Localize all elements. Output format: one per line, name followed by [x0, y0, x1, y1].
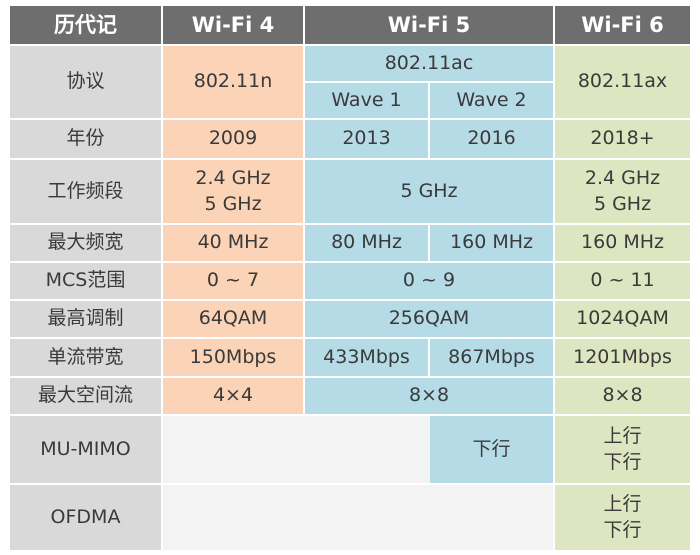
direction-value: 下行 [603, 450, 642, 473]
band-value: 5 GHz [204, 192, 262, 215]
cell-wifi4-year: 2009 [163, 120, 303, 158]
row-label-mcs: MCS范围 [10, 263, 161, 299]
row-label-mumimo: MU-MIMO [10, 416, 161, 483]
cell-empty [163, 416, 430, 483]
direction-value: 下行 [603, 518, 642, 541]
cell-wifi4-modulation: 64QAM [163, 301, 303, 337]
row-label-band: 工作频段 [10, 160, 161, 223]
row-label-year: 年份 [10, 120, 161, 158]
cell-wifi6-spatial: 8×8 [555, 378, 690, 414]
direction-value: 上行 [603, 492, 642, 515]
header-wifi4: Wi-Fi 4 [163, 6, 303, 44]
cell-wifi6-modulation: 1024QAM [555, 301, 690, 337]
cell-wave1: Wave 1 [305, 83, 428, 118]
header-wifi6: Wi-Fi 6 [555, 6, 690, 44]
cell-wifi5-mcs: 0 ~ 9 [305, 263, 553, 299]
cell-wifi4-stream-rate: 150Mbps [163, 339, 303, 376]
row-label-stream-rate: 单流带宽 [10, 339, 161, 376]
cell-wifi4-bandwidth: 40 MHz [163, 225, 303, 261]
band-value: 5 GHz [593, 192, 652, 215]
cell-wifi6-mumimo: 上行 下行 [555, 416, 690, 483]
cell-wave2: Wave 2 [430, 83, 553, 118]
cell-wifi6-band: 2.4 GHz 5 GHz [555, 160, 690, 223]
row-label-protocol: 协议 [10, 46, 161, 118]
cell-wifi4-band: 2.4 GHz 5 GHz [163, 160, 303, 223]
cell-wifi6-bandwidth: 160 MHz [555, 225, 690, 261]
header-title: 历代记 [10, 6, 161, 44]
cell-wifi5-band: 5 GHz [305, 160, 553, 223]
cell-wifi4-mcs: 0 ~ 7 [163, 263, 303, 299]
band-value: 2.4 GHz [584, 166, 661, 189]
band-value: 2.4 GHz [195, 166, 271, 189]
cell-wifi5-modulation: 256QAM [305, 301, 553, 337]
row-label-spatial: 最大空间流 [10, 378, 161, 414]
cell-wifi4-protocol: 802.11n [163, 46, 303, 118]
cell-wave2-bandwidth: 160 MHz [430, 225, 553, 261]
cell-wifi6-ofdma: 上行 下行 [555, 485, 690, 550]
cell-wave2-mumimo: 下行 [430, 416, 553, 483]
cell-wifi6-stream-rate: 1201Mbps [555, 339, 690, 376]
cell-wifi4-spatial: 4×4 [163, 378, 303, 414]
cell-empty [163, 485, 553, 550]
cell-wifi5-spatial: 8×8 [305, 378, 553, 414]
cell-wave1-stream-rate: 433Mbps [305, 339, 428, 376]
row-label-bandwidth: 最大频宽 [10, 225, 161, 261]
cell-wifi5-protocol: 802.11ac [305, 46, 553, 81]
row-label-ofdma: OFDMA [10, 485, 161, 550]
cell-wifi6-protocol: 802.11ax [555, 46, 690, 118]
cell-wave1-bandwidth: 80 MHz [305, 225, 428, 261]
direction-value: 上行 [603, 424, 642, 447]
cell-wifi6-year: 2018+ [555, 120, 690, 158]
cell-wave1-year: 2013 [305, 120, 428, 158]
cell-wave2-year: 2016 [430, 120, 553, 158]
cell-wave2-stream-rate: 867Mbps [430, 339, 553, 376]
header-wifi5: Wi-Fi 5 [305, 6, 553, 44]
row-label-modulation: 最高调制 [10, 301, 161, 337]
cell-wifi6-mcs: 0 ~ 11 [555, 263, 690, 299]
